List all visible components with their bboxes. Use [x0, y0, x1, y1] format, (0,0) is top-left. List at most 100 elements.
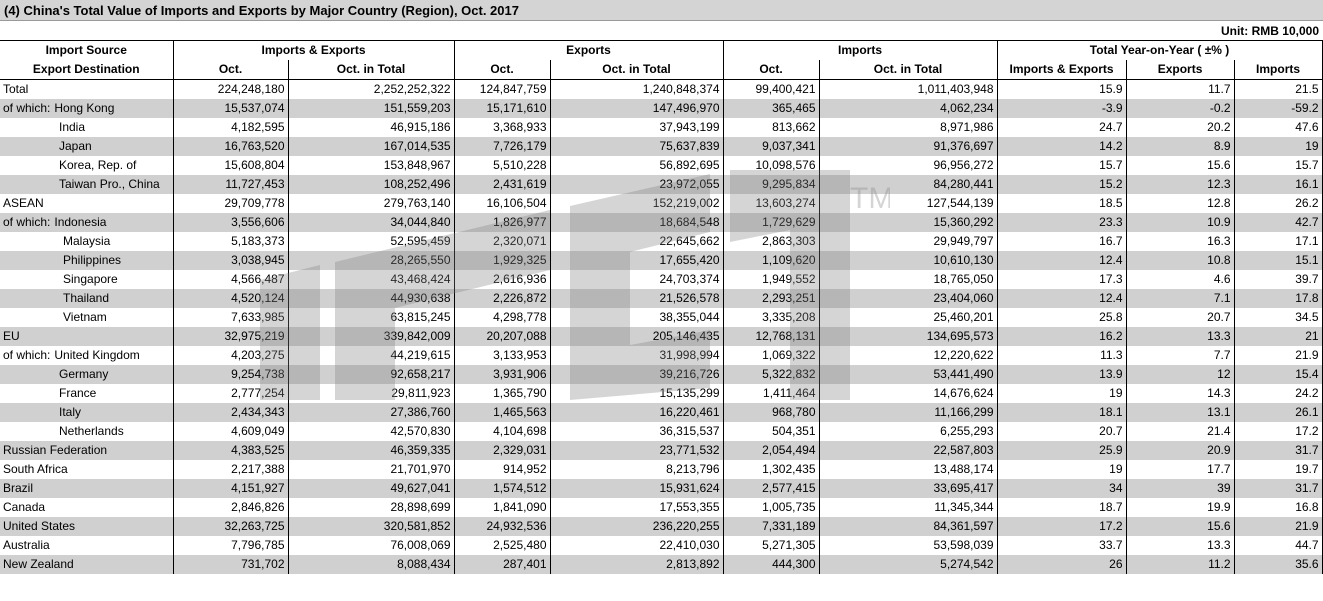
row-label: New Zealand — [0, 555, 174, 574]
cell-value: 1,949,552 — [723, 270, 820, 289]
cell-value: 5,274,542 — [819, 555, 998, 574]
cell-value: 14.2 — [997, 137, 1127, 156]
cell-value: 13.1 — [1126, 403, 1235, 422]
header-sub: Oct. in Total — [288, 60, 455, 80]
cell-value: 29,811,923 — [288, 384, 455, 403]
cell-value: 53,441,490 — [819, 365, 998, 384]
cell-value: 24.7 — [997, 118, 1127, 137]
cell-value: 504,351 — [723, 422, 820, 441]
cell-value: 4,182,595 — [173, 118, 289, 137]
unit-label: Unit: RMB 10,000 — [1220, 24, 1319, 38]
cell-value: 52,595,459 — [288, 232, 455, 251]
cell-value: 365,465 — [723, 99, 820, 118]
row-prefix: ASEAN — [3, 196, 44, 210]
cell-value: 21.4 — [1126, 422, 1235, 441]
row-label: of which: Indonesia — [0, 213, 174, 232]
cell-value: 17.8 — [1234, 289, 1323, 308]
cell-value: 19.7 — [1234, 460, 1323, 479]
cell-value: 29,949,797 — [819, 232, 998, 251]
cell-value: 16,763,520 — [173, 137, 289, 156]
cell-value: 14.3 — [1126, 384, 1235, 403]
cell-value: 2,217,388 — [173, 460, 289, 479]
cell-value: 731,702 — [173, 555, 289, 574]
cell-value: 444,300 — [723, 555, 820, 574]
cell-value: 44,219,615 — [288, 346, 455, 365]
cell-value: -59.2 — [1234, 99, 1323, 118]
cell-value: 15.6 — [1126, 517, 1235, 536]
cell-value: 17.1 — [1234, 232, 1323, 251]
cell-value: 19.9 — [1126, 498, 1235, 517]
row-name: Singapore — [63, 272, 118, 286]
cell-value: 21.9 — [1234, 517, 1323, 536]
cell-value: 22,645,662 — [550, 232, 724, 251]
cell-value: 3,931,906 — [454, 365, 551, 384]
cell-value: 31.7 — [1234, 479, 1323, 498]
row-prefix: New Zealand — [3, 557, 74, 571]
cell-value: 19 — [997, 384, 1127, 403]
table-row: Japan 16,763,520 167,014,535 7,726,179 75,63… — [0, 137, 1323, 156]
cell-value: 16.1 — [1234, 175, 1323, 194]
cell-value: 11.3 — [997, 346, 1127, 365]
cell-value: 4,298,778 — [454, 308, 551, 327]
cell-value: 2,577,415 — [723, 479, 820, 498]
cell-value: 108,252,496 — [288, 175, 455, 194]
cell-value: 1,240,848,374 — [550, 79, 724, 99]
cell-value: 127,544,139 — [819, 194, 998, 213]
cell-value: 17.2 — [1234, 422, 1323, 441]
cell-value: 167,014,535 — [288, 137, 455, 156]
row-label: Russian Federation — [0, 441, 174, 460]
cell-value: 26 — [997, 555, 1127, 574]
row-label: Korea, Rep. of — [0, 156, 174, 175]
cell-value: 18.1 — [997, 403, 1127, 422]
cell-value: 19 — [1234, 137, 1323, 156]
header-sub: Imports & Exports — [997, 60, 1127, 80]
cell-value: 4,566,487 — [173, 270, 289, 289]
table-row: ASEAN 29,709,778 279,763,140 16,106,504 152,… — [0, 194, 1323, 213]
table-row: of which: Indonesia 3,556,606 34,044,840 1,8… — [0, 213, 1323, 232]
row-name: Vietnam — [63, 310, 107, 324]
row-name: Italy — [59, 405, 82, 419]
row-label: India — [0, 118, 174, 137]
cell-value: 34.5 — [1234, 308, 1323, 327]
cell-value: 320,581,852 — [288, 517, 455, 536]
cell-value: 4,104,698 — [454, 422, 551, 441]
row-name: Taiwan Pro., China — [59, 177, 160, 191]
table-row: of which: Hong Kong 15,537,074 151,559,203 1… — [0, 99, 1323, 118]
cell-value: 24.2 — [1234, 384, 1323, 403]
cell-value: 38,355,044 — [550, 308, 724, 327]
row-name: Indonesia — [54, 215, 107, 229]
row-label: South Africa — [0, 460, 174, 479]
cell-value: 15,537,074 — [173, 99, 289, 118]
cell-value: 12.8 — [1126, 194, 1235, 213]
cell-value: 15.7 — [1234, 156, 1323, 175]
table-row: Total 224,248,180 2,252,252,322 124,847,759… — [0, 79, 1323, 99]
cell-value: 147,496,970 — [550, 99, 724, 118]
cell-value: 84,361,597 — [819, 517, 998, 536]
cell-value: 53,598,039 — [819, 536, 998, 555]
cell-value: 39,216,726 — [550, 365, 724, 384]
cell-value: 32,263,725 — [173, 517, 289, 536]
cell-value: 23,972,055 — [550, 175, 724, 194]
cell-value: 1,929,325 — [454, 251, 551, 270]
cell-value: 4,609,049 — [173, 422, 289, 441]
cell-value: 3,335,208 — [723, 308, 820, 327]
row-label: Vietnam — [0, 308, 174, 327]
table-row: Netherlands 4,609,049 42,570,830 4,104,698 3… — [0, 422, 1323, 441]
cell-value: 279,763,140 — [288, 194, 455, 213]
cell-value: 1,069,322 — [723, 346, 820, 365]
cell-value: 10,610,130 — [819, 251, 998, 270]
cell-value: 92,658,217 — [288, 365, 455, 384]
row-label: Australia — [0, 536, 174, 555]
cell-value: 2,431,619 — [454, 175, 551, 194]
row-prefix: Russian Federation — [3, 443, 108, 457]
row-name: India — [59, 120, 86, 134]
table-row: New Zealand 731,702 8,088,434 287,401 2,813,… — [0, 555, 1323, 574]
row-prefix: of which: — [3, 348, 51, 362]
cell-value: 1,302,435 — [723, 460, 820, 479]
cell-value: 37,943,199 — [550, 118, 724, 137]
header-export-destination: Export Destination — [0, 60, 174, 80]
cell-value: 18.5 — [997, 194, 1127, 213]
row-label: Singapore — [0, 270, 174, 289]
cell-value: 16.3 — [1126, 232, 1235, 251]
row-label: Japan — [0, 137, 174, 156]
